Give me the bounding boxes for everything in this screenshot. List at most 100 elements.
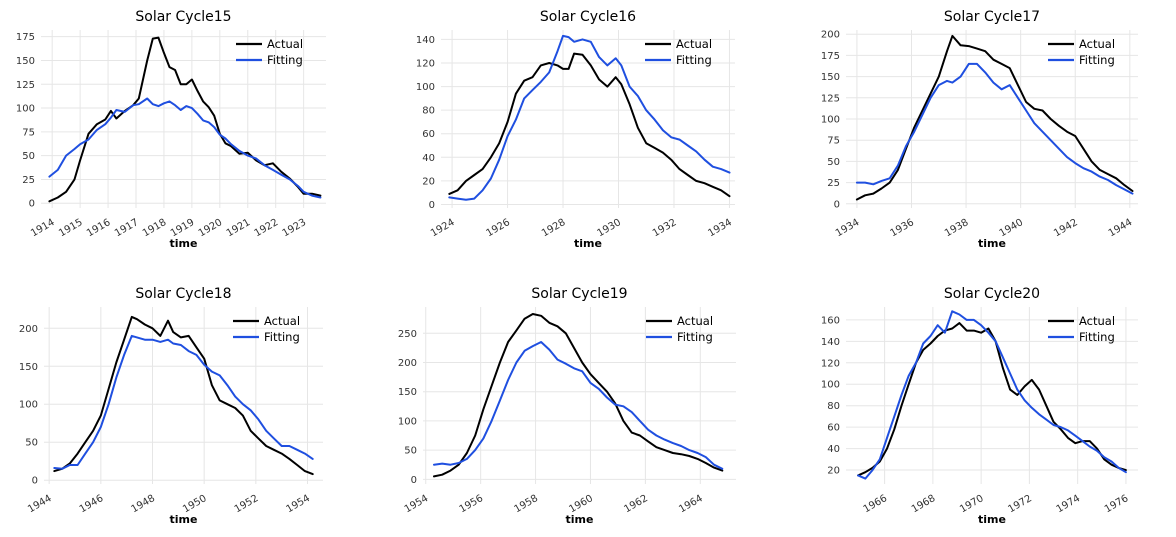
y-tick-label: 200	[398, 358, 417, 369]
y-tick-label: 50	[404, 446, 417, 457]
legend-label: Fitting	[1079, 330, 1115, 344]
x-tick-label: 1923	[281, 217, 309, 239]
legend-label: Actual	[1079, 37, 1115, 51]
x-tick-label: 1920	[197, 217, 225, 239]
x-tick-label: 1966	[862, 493, 890, 515]
chart-title: Solar Cycle20	[944, 286, 1040, 302]
y-tick-label: 0	[411, 475, 417, 486]
subplot-3: 0 25 50 75 100 125 150 175 200 1934 1936 1938 1940 19…	[821, 9, 1138, 250]
y-tick-label: 0	[32, 476, 38, 487]
legend: Actual Fitting	[646, 314, 713, 344]
legend: Actual Fitting	[233, 314, 300, 344]
x-axis-label: time	[978, 237, 1006, 250]
y-tick-label: 20	[422, 176, 435, 187]
x-axis-label: time	[978, 513, 1006, 526]
x-tick-label: 1916	[85, 217, 113, 239]
legend-label: Actual	[267, 37, 303, 51]
y-tick-label: 100	[821, 380, 840, 391]
chart-title: Solar Cycle15	[135, 9, 231, 25]
y-tick-label: 100	[821, 115, 840, 126]
x-tick-label: 1926	[485, 217, 513, 239]
legend-label: Actual	[1079, 314, 1115, 328]
subplot-2: 0 20 40 60 80 100 120 140 1924 1926 1928 1930 1932 19…	[416, 9, 735, 250]
y-tick-label: 75	[22, 127, 35, 138]
series-line-actual	[53, 315, 314, 476]
x-tick-label: 1919	[169, 217, 197, 239]
x-tick-label: 1922	[253, 217, 281, 239]
x-tick-label: 1976	[1103, 493, 1131, 515]
y-tick-label: 100	[398, 416, 417, 427]
legend-label: Fitting	[267, 53, 303, 67]
x-tick-label: 1942	[1052, 217, 1080, 239]
series-line-actual	[448, 52, 731, 198]
y-tick-label: 25	[22, 175, 35, 186]
gridlines	[846, 30, 1138, 208]
x-tick-label: 1956	[458, 493, 486, 515]
x-tick-label: 1946	[78, 493, 106, 515]
series-line-fitting	[855, 62, 1134, 195]
chart-title: Solar Cycle16	[540, 9, 636, 25]
legend: Actual Fitting	[1048, 314, 1115, 344]
legend-label: Fitting	[677, 330, 713, 344]
x-tick-label: 1972	[1006, 493, 1034, 515]
y-tick-label: 60	[422, 129, 435, 140]
y-tick-label: 140	[821, 337, 840, 348]
legend-label: Actual	[264, 314, 300, 328]
legend-label: Fitting	[676, 53, 712, 67]
series-line-fitting	[857, 310, 1127, 480]
x-axis-label: time	[566, 513, 594, 526]
y-tick-label: 175	[16, 32, 35, 43]
y-tick-label: 0	[429, 200, 435, 211]
x-tick-label: 1930	[595, 217, 623, 239]
y-tick-label: 50	[25, 438, 38, 449]
x-tick-label: 1968	[910, 493, 938, 515]
x-tick-label: 1918	[141, 217, 169, 239]
y-tick-label: 175	[821, 51, 840, 62]
y-tick-label: 100	[19, 400, 38, 411]
y-tick-label: 20	[827, 466, 840, 477]
y-tick-label: 80	[827, 401, 840, 412]
y-tick-label: 200	[821, 30, 840, 41]
x-axis-label: time	[574, 237, 602, 250]
y-tick-label: 80	[422, 106, 435, 117]
y-tick-label: 125	[16, 80, 35, 91]
x-tick-label: 1960	[567, 493, 595, 515]
y-tick-label: 0	[834, 199, 840, 210]
x-tick-label: 1940	[998, 217, 1026, 239]
gridlines	[44, 307, 323, 484]
series-line-actual	[433, 313, 724, 478]
x-tick-label: 1915	[57, 217, 85, 239]
legend-label: Actual	[677, 314, 713, 328]
x-tick-label: 1932	[651, 217, 679, 239]
series-line-fitting	[433, 341, 724, 470]
x-tick-label: 1924	[429, 217, 457, 239]
x-tick-label: 1970	[958, 493, 986, 515]
series-line-fitting	[53, 334, 314, 470]
subplot-6: 20 40 60 80 100 120 140 160 1966 1968 1970 1972 1974…	[821, 286, 1138, 526]
legend-label: Fitting	[1079, 53, 1115, 67]
x-tick-label: 1964	[677, 493, 705, 515]
x-tick-label: 1944	[26, 493, 54, 515]
legend: Actual Fitting	[645, 37, 712, 67]
series-line-actual	[48, 36, 322, 203]
series-line-fitting	[48, 97, 322, 199]
y-tick-label: 140	[416, 35, 435, 46]
x-tick-label: 1944	[1107, 217, 1135, 239]
y-tick-label: 100	[416, 82, 435, 93]
legend: Actual Fitting	[1048, 37, 1115, 67]
series-line-fitting	[448, 34, 731, 201]
y-tick-label: 50	[22, 151, 35, 162]
legend: Actual Fitting	[236, 37, 303, 67]
x-tick-label: 1974	[1055, 493, 1083, 515]
y-tick-label: 40	[827, 444, 840, 455]
y-tick-label: 150	[821, 72, 840, 83]
x-tick-label: 1952	[233, 493, 261, 515]
subplot-5: 0 50 100 150 200 250 1954 1956 1958 1960 1962 1964 S…	[398, 286, 736, 526]
x-tick-label: 1954	[403, 493, 431, 515]
y-tick-label: 0	[29, 199, 35, 210]
x-tick-label: 1936	[888, 217, 916, 239]
subplot-4: 0 50 100 150 200 1944 1946 1948 1950 1952 1954 Sola…	[19, 286, 323, 526]
x-tick-label: 1921	[225, 217, 253, 239]
x-tick-label: 1934	[706, 217, 734, 239]
